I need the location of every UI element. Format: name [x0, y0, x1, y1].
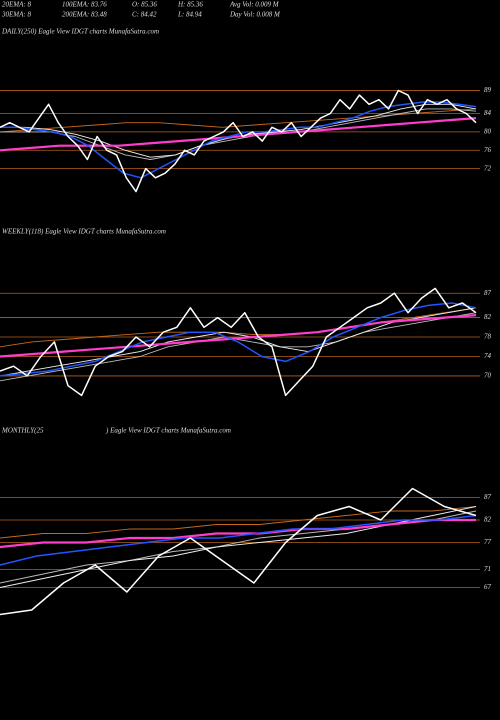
header-stat: Avg Vol: 0.009 M: [229, 1, 280, 9]
series-line: [0, 307, 477, 348]
series-line: [0, 117, 477, 152]
y-tick-label: 71: [484, 565, 491, 573]
y-tick-label: 80: [484, 128, 492, 136]
series-line: [0, 101, 477, 179]
header-stat: 200EMA: 83.48: [62, 11, 107, 19]
header-stat: 30EMA: 8: [1, 11, 31, 19]
series-line: [0, 302, 477, 377]
series-line: [0, 108, 477, 160]
series-line: [0, 514, 477, 566]
series-line: [0, 287, 477, 397]
y-tick-label: 78: [484, 333, 492, 341]
panel-title: MONTHLY(25: [1, 427, 44, 435]
y-tick-label: 74: [484, 352, 492, 360]
y-tick-label: 77: [484, 538, 492, 546]
y-tick-label: 70: [484, 372, 492, 380]
y-tick-label: 67: [484, 583, 492, 591]
y-tick-label: 82: [484, 313, 492, 321]
series-line: [0, 314, 477, 358]
y-tick-label: 72: [484, 164, 492, 172]
series-line: [0, 506, 477, 539]
y-tick-label: 84: [484, 109, 492, 117]
y-tick-label: 82: [484, 516, 492, 524]
header-stat: 20EMA: 8: [2, 1, 31, 9]
header-stat: H: 85.36: [177, 1, 203, 9]
header-stat: C: 84.42: [132, 11, 157, 19]
header-stat: Day Vol: 0.008 M: [229, 11, 281, 19]
panel-title: DAILY(250) Eagle View IDGT charts Munafa…: [1, 28, 159, 36]
series-line: [0, 487, 477, 616]
y-tick-label: 89: [484, 86, 492, 94]
series-line: [0, 518, 476, 549]
y-tick-label: 87: [484, 289, 492, 297]
y-tick-label: 87: [484, 493, 492, 501]
y-tick-label: 76: [484, 146, 492, 154]
header-stat: O: 85.36: [132, 1, 157, 9]
header-stat: 100EMA: 83.76: [62, 1, 107, 9]
panel-title: WEEKLY(118) Eagle View IDGT charts Munaf…: [2, 228, 166, 236]
header-stat: L: 84.94: [177, 11, 202, 19]
series-line: [0, 89, 477, 193]
series-line: [0, 312, 477, 382]
panel-title: ) Eagle View IDGT charts MunafaSutra.com: [105, 427, 231, 435]
